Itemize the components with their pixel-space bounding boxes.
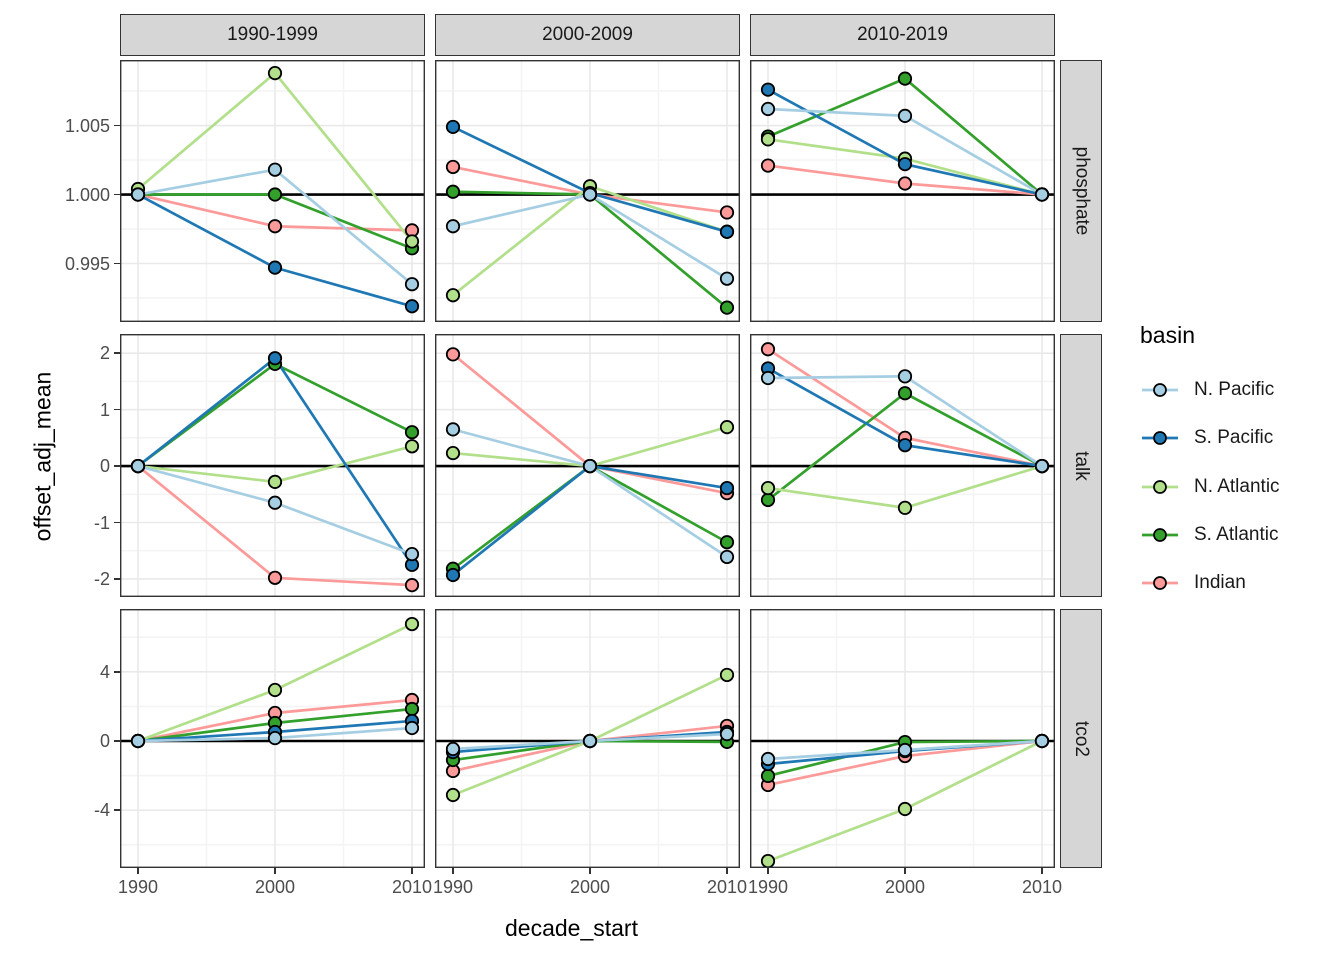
y-axis-tick-label: 2	[99, 343, 110, 364]
legend-title: basin	[1140, 322, 1195, 348]
legend-item-label: N. Pacific	[1194, 379, 1275, 400]
y-tick-mark	[114, 740, 120, 742]
facet-panel-phosphate-2000-2009	[435, 60, 740, 322]
x-tick-mark	[411, 868, 413, 874]
y-tick-mark	[114, 262, 120, 265]
x-axis-tick-label: 1990	[432, 877, 474, 897]
y-axis-tick-label: 0	[99, 456, 110, 477]
x-axis-tick-label: 2010	[1021, 877, 1063, 897]
x-tick-mark	[137, 868, 139, 874]
y-tick-mark	[114, 578, 120, 580]
y-tick-mark	[114, 521, 120, 524]
facet-row-strip: phosphate	[1060, 60, 1102, 322]
facet-row-strip: tco2	[1060, 609, 1102, 868]
x-tick-mark	[452, 868, 454, 874]
y-axis-tick-label: 1.005	[64, 115, 110, 136]
legend-item-n-pacific: N. Pacific	[1140, 377, 1274, 403]
y-axis-tick-label: 4	[99, 661, 110, 682]
y-tick-mark	[114, 671, 120, 673]
facet-column-strip: 2010-2019	[750, 14, 1055, 56]
x-axis-tick-label: 2000	[254, 877, 296, 897]
facet-panel-talk-2000-2009	[435, 334, 740, 597]
y-axis-tick-label: 1.000	[64, 184, 110, 205]
facet-panel-phosphate-1990-1999	[120, 60, 425, 322]
x-axis-tick-label: 2010	[706, 877, 748, 897]
x-tick-mark	[767, 868, 769, 874]
facet-row-strip-label: talk	[1070, 450, 1092, 481]
facet-panel-tco2-2010-2019	[750, 609, 1055, 868]
x-tick-mark	[589, 868, 591, 874]
legend-item-label: S. Pacific	[1194, 427, 1274, 449]
legend-item-n-atlantic: N. Atlantic	[1140, 474, 1280, 500]
x-tick-mark	[726, 868, 728, 874]
legend-item-label: Indian	[1194, 572, 1246, 594]
y-tick-mark	[114, 193, 120, 196]
x-tick-mark	[1041, 868, 1043, 874]
facet-row-strip: talk	[1060, 334, 1102, 597]
x-axis-tick-label: 2000	[569, 877, 611, 897]
y-axis-tick-label: -4	[93, 800, 110, 821]
y-axis-tick-label: 1	[99, 399, 110, 420]
y-axis-tick-label: -2	[93, 568, 110, 589]
facet-panel-phosphate-2010-2019	[750, 60, 1055, 322]
y-tick-mark	[114, 809, 120, 811]
y-tick-mark	[114, 408, 120, 411]
y-axis-tick-label: 0.995	[64, 253, 110, 274]
legend-key-icon	[1142, 431, 1178, 446]
legend-item-s-pacific: S. Pacific	[1140, 425, 1273, 451]
x-axis-tick-label: 2000	[884, 877, 926, 897]
legend-key-icon	[1142, 576, 1178, 591]
x-axis-tick-label: 2010	[391, 877, 433, 897]
y-tick-mark	[114, 124, 120, 127]
legend-item-label: S. Atlantic	[1194, 523, 1279, 545]
legend-key-icon	[1142, 528, 1178, 542]
facet-column-strip: 1990-1999	[120, 14, 425, 56]
y-tick-mark	[114, 352, 120, 354]
legend-item-s-atlantic: S. Atlantic	[1140, 522, 1279, 548]
legend-key-icon	[1142, 479, 1178, 494]
x-tick-mark	[274, 868, 276, 874]
facet-panel-tco2-2000-2009	[435, 609, 740, 868]
y-axis-tick-label: 0	[99, 731, 110, 751]
facet-column-strip: 2000-2009	[435, 14, 740, 56]
facet-panel-tco2-1990-1999	[120, 609, 425, 868]
legend-item-label: N. Atlantic	[1194, 475, 1280, 497]
x-tick-mark	[904, 868, 906, 874]
legend-item-indian: Indian	[1140, 570, 1246, 596]
x-axis-tick-label: 1990	[117, 877, 159, 897]
facet-row-strip-label: tco2	[1070, 720, 1092, 757]
x-axis-tick-label: 1990	[747, 877, 789, 897]
legend: basin N. Pacific S. Pacific N. Atlantic S. …	[1140, 322, 1344, 612]
x-axis-title: decade_start	[505, 915, 638, 941]
facet-panel-talk-1990-1999	[120, 334, 425, 597]
facet-panel-talk-2010-2019	[750, 334, 1055, 597]
y-axis-tick-label: -1	[93, 512, 110, 533]
legend-key-icon	[1142, 383, 1178, 397]
y-tick-mark	[114, 465, 120, 467]
facet-row-strip-label: phosphate	[1071, 146, 1092, 236]
